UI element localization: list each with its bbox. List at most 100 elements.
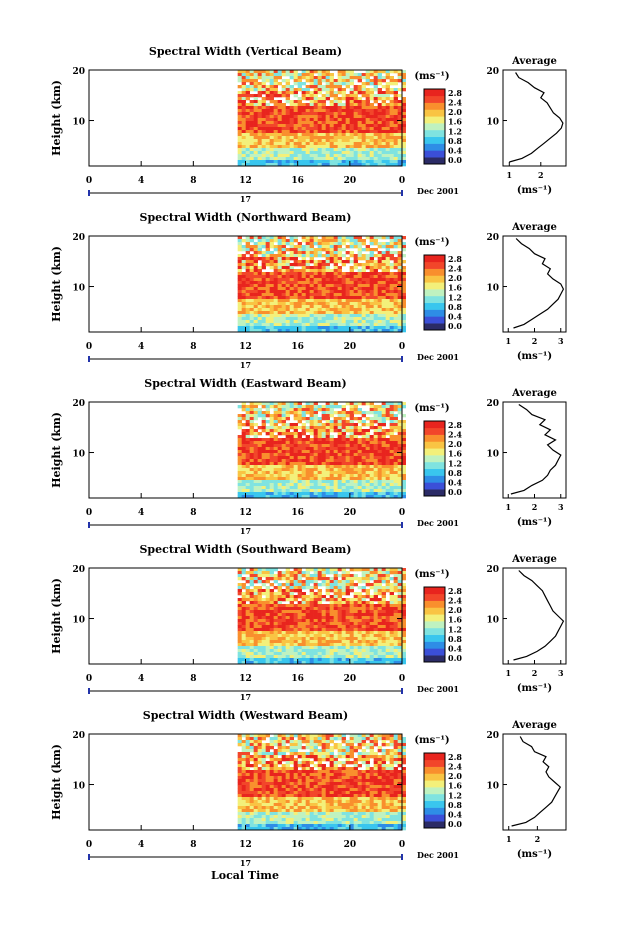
heatmap-cell	[357, 79, 362, 83]
heatmap-cell	[345, 73, 350, 77]
profile-title: Average	[511, 388, 557, 399]
heatmap-cell	[357, 489, 362, 493]
heatmap-cell	[309, 444, 314, 448]
heatmap-cell	[269, 320, 274, 324]
heatmap-cell	[277, 625, 282, 629]
heatmap-cell	[281, 465, 286, 469]
heatmap-cell	[249, 275, 254, 279]
heatmap-cell	[377, 417, 382, 421]
heatmap-cell	[369, 278, 374, 282]
profile-y-tick-label: 20	[486, 399, 499, 409]
heatmap-cell	[265, 85, 270, 89]
heatmap-cell	[389, 308, 394, 312]
heatmap-cell	[385, 613, 390, 617]
heatmap-cell	[337, 91, 342, 95]
heatmap-cell	[273, 73, 278, 77]
heatmap-cell	[393, 459, 398, 463]
heatmap-cell	[381, 613, 386, 617]
heatmap-cell	[261, 130, 266, 134]
heatmap-cell	[385, 308, 390, 312]
heatmap-cell	[297, 248, 302, 252]
heatmap-cell	[237, 640, 242, 644]
heatmap-cell	[397, 577, 402, 581]
heatmap-cell	[281, 278, 286, 282]
heatmap-cell	[321, 151, 326, 155]
heatmap-cell	[349, 121, 354, 125]
heatmap-cell	[325, 260, 330, 264]
heatmap-cell	[281, 130, 286, 134]
heatmap-cell	[333, 411, 338, 415]
heatmap-cell	[381, 450, 386, 454]
heatmap-cell	[309, 646, 314, 650]
heatmap-cell	[345, 323, 350, 327]
heatmap-cell	[277, 82, 282, 86]
heatmap-cell	[377, 631, 382, 635]
heatmap-cell	[285, 453, 290, 457]
heatmap-cell	[333, 619, 338, 623]
heatmap-cell	[277, 643, 282, 647]
heatmap-cell	[261, 613, 266, 617]
heatmap-cell	[257, 251, 262, 255]
heatmap-cell	[281, 471, 286, 475]
heatmap-cell	[285, 477, 290, 481]
heatmap-cell	[385, 580, 390, 584]
heatmap-cell	[401, 477, 406, 481]
heatmap-cell	[321, 616, 326, 620]
heatmap-cell	[401, 489, 406, 493]
heatmap-cell	[237, 486, 242, 490]
heatmap-cell	[245, 586, 250, 590]
heatmap-cell	[361, 646, 366, 650]
heatmap-cell	[305, 136, 310, 140]
heatmap-cell	[349, 160, 354, 164]
heatmap-cell	[329, 299, 334, 303]
heatmap-cell	[305, 405, 310, 409]
heatmap-cell	[365, 94, 370, 98]
heatmap-cell	[389, 329, 394, 333]
heatmap-cell	[337, 257, 342, 261]
heatmap-cell	[349, 305, 354, 309]
heatmap-cell	[297, 453, 302, 457]
heatmap-cell	[237, 468, 242, 472]
heatmap-cell	[241, 263, 246, 267]
heatmap-cell	[369, 402, 374, 406]
heatmap-cell	[277, 465, 282, 469]
heatmap-cell	[273, 643, 278, 647]
heatmap-cell	[289, 625, 294, 629]
heatmap-cell	[365, 82, 370, 86]
heatmap-cell	[361, 94, 366, 98]
heatmap-cell	[297, 251, 302, 255]
heatmap-cell	[397, 568, 402, 572]
heatmap-cell	[237, 619, 242, 623]
heatmap-cell	[285, 450, 290, 454]
heatmap-cell	[289, 130, 294, 134]
heatmap-cell	[261, 426, 266, 430]
heatmap-cell	[249, 151, 254, 155]
x-tick-label: 8	[190, 342, 196, 352]
heatmap-cell	[397, 145, 402, 149]
heatmap-cell	[341, 628, 346, 632]
heatmap-cell	[265, 489, 270, 493]
heatmap-cell	[237, 136, 242, 140]
heatmap-cell	[269, 245, 274, 249]
heatmap-cell	[245, 145, 250, 149]
heatmap-cell	[401, 453, 406, 457]
heatmap-cell	[385, 450, 390, 454]
heatmap-cell	[373, 329, 378, 333]
heatmap-cell	[401, 130, 406, 134]
heatmap-cell	[285, 435, 290, 439]
heatmap-cell	[261, 492, 266, 496]
heatmap-cell	[325, 263, 330, 267]
heatmap-cell	[297, 634, 302, 638]
heatmap-cell	[381, 124, 386, 128]
heatmap-cell	[253, 411, 258, 415]
heatmap-cell	[249, 610, 254, 614]
heatmap-cell	[353, 577, 358, 581]
heatmap-cell	[309, 574, 314, 578]
heatmap-cell	[277, 251, 282, 255]
heatmap-cell	[317, 571, 322, 575]
heatmap-cell	[269, 151, 274, 155]
heatmap-cell	[373, 287, 378, 291]
heatmap-cell	[389, 447, 394, 451]
heatmap-cell	[277, 592, 282, 596]
heatmap-cell	[309, 103, 314, 107]
